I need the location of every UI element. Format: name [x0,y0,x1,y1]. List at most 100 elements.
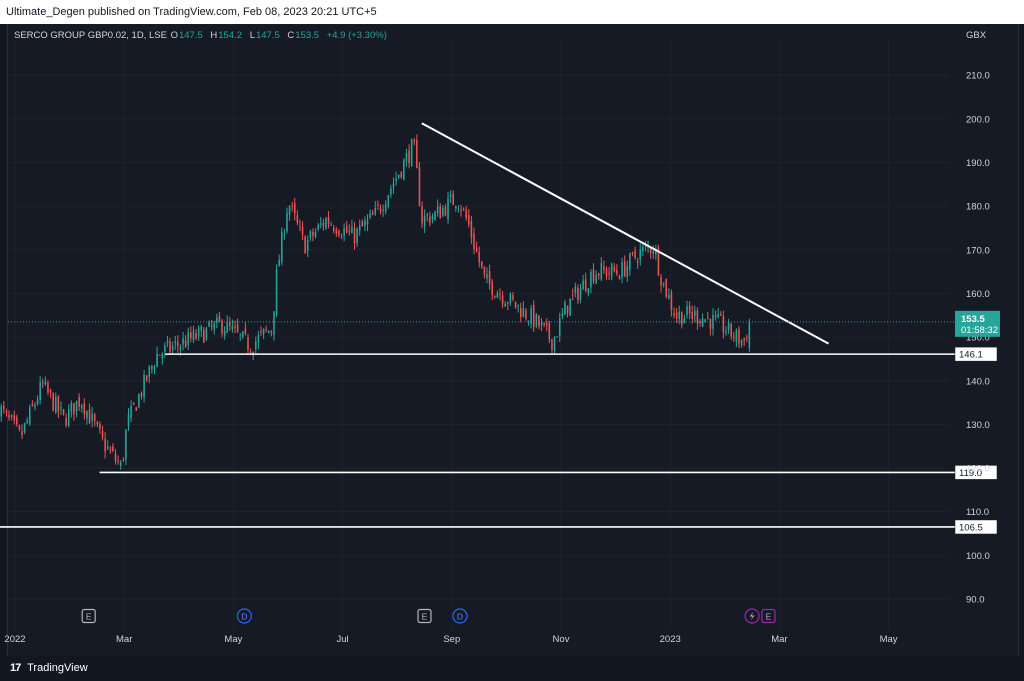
candle-body[interactable] [501,295,504,304]
candle-body[interactable] [733,337,735,339]
candle-body[interactable] [75,400,78,412]
candle-body[interactable] [605,268,608,277]
candle-body[interactable] [158,354,161,356]
candle-body[interactable] [270,331,273,333]
dividend-event-icon[interactable] [452,608,468,624]
candle-body[interactable] [161,353,164,359]
candle-body[interactable] [78,397,80,407]
candle-body[interactable] [392,183,395,188]
candle-body[interactable] [610,264,613,277]
candle-body[interactable] [361,221,364,227]
candle-body[interactable] [499,293,501,295]
candle-body[interactable] [374,207,377,214]
candle-body[interactable] [571,294,574,296]
candle-body[interactable] [639,249,642,260]
candle-body[interactable] [148,366,151,377]
candle-body[interactable] [36,399,39,405]
candle-body[interactable] [707,317,709,319]
candle-body[interactable] [366,219,369,225]
candle-body[interactable] [187,332,190,345]
candle-body[interactable] [268,330,270,333]
candle-body[interactable] [486,273,488,279]
candle-body[interactable] [725,331,727,333]
candle-body[interactable] [164,345,166,352]
candle-body[interactable] [101,430,104,438]
candle-body[interactable] [319,223,322,225]
candle-body[interactable] [244,328,247,334]
candle-body[interactable] [470,221,473,238]
candle-body[interactable] [512,295,514,300]
candle-body[interactable] [621,262,623,278]
candle-body[interactable] [418,167,421,206]
candle-body[interactable] [681,311,683,326]
candle-body[interactable] [506,302,509,304]
candle-body[interactable] [657,247,660,275]
candle-body[interactable] [327,217,330,224]
candle-body[interactable] [29,407,31,424]
candle-body[interactable] [60,407,62,409]
candle-body[interactable] [390,188,392,195]
candle-body[interactable] [545,323,548,326]
candle-body[interactable] [504,304,506,307]
candle-body[interactable] [278,260,280,267]
candle-body[interactable] [688,305,691,314]
candle-body[interactable] [608,272,610,274]
candle-body[interactable] [203,329,205,343]
candle-body[interactable] [491,281,493,296]
candle-body[interactable] [197,327,200,337]
candle-body[interactable] [665,279,668,297]
candle-body[interactable] [603,266,605,270]
candle-body[interactable] [670,292,673,310]
candle-body[interactable] [221,320,223,334]
candle-body[interactable] [673,313,675,316]
candle-body[interactable] [478,251,480,263]
candle-body[interactable] [10,415,13,417]
earnings-event-icon[interactable] [761,608,776,624]
candle-body[interactable] [166,340,169,344]
candle-body[interactable] [216,317,218,323]
candle-body[interactable] [584,279,587,291]
candle-body[interactable] [156,353,158,367]
candle-body[interactable] [405,153,408,162]
earnings-event-icon[interactable] [81,608,96,624]
candle-body[interactable] [112,446,114,452]
candle-body[interactable] [616,269,618,274]
candle-body[interactable] [86,411,88,419]
candle-body[interactable] [369,213,371,218]
symbol-legend[interactable]: SERCO GROUP GBP0.02, 1D, LSE O147.5 H154… [14,30,392,41]
candle-body[interactable] [18,425,21,430]
candle-body[interactable] [514,301,517,308]
candle-body[interactable] [275,269,278,315]
candle-body[interactable] [236,324,239,332]
candle-body[interactable] [468,215,470,225]
candle-body[interactable] [519,307,522,318]
candle-body[interactable] [579,288,582,300]
candle-body[interactable] [701,318,704,327]
candle-body[interactable] [465,209,467,218]
candle-body[interactable] [184,340,187,348]
candle-body[interactable] [423,215,426,227]
candle-body[interactable] [647,246,649,248]
candle-body[interactable] [226,321,229,333]
candle-body[interactable] [730,323,732,337]
candle-body[interactable] [460,209,462,212]
candle-body[interactable] [400,172,403,178]
candle-body[interactable] [182,338,184,345]
candle-body[interactable] [590,271,592,288]
candle-body[interactable] [694,310,696,317]
candle-body[interactable] [8,415,10,418]
candle-body[interactable] [143,374,145,397]
candle-body[interactable] [190,332,192,339]
candle-body[interactable] [436,206,439,214]
candle-body[interactable] [351,226,353,234]
candle-body[interactable] [704,319,706,322]
candle-body[interactable] [5,411,8,413]
candle-body[interactable] [548,323,551,340]
dividend-event-icon[interactable] [236,608,252,624]
candle-body[interactable] [626,265,629,278]
candle-body[interactable] [416,140,418,169]
candle-body[interactable] [413,139,416,142]
candle-body[interactable] [735,329,738,342]
candle-body[interactable] [210,325,213,327]
